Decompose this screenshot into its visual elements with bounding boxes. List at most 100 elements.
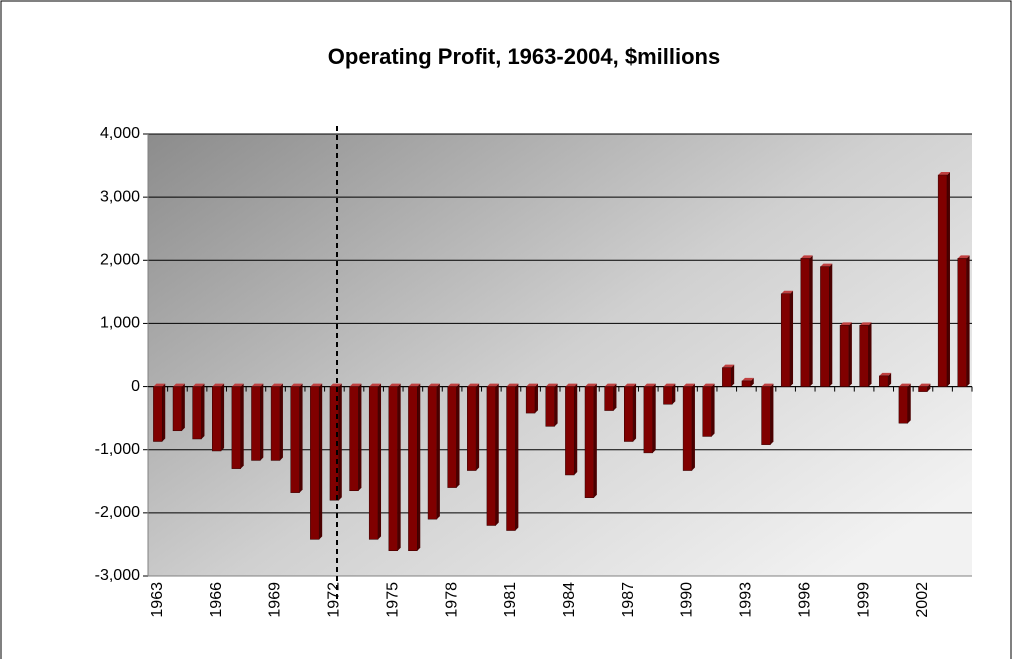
y-tick-label: 1,000 <box>100 315 140 332</box>
bar-side <box>378 383 382 540</box>
bar <box>761 386 771 445</box>
bar-side <box>476 383 480 471</box>
bar-side <box>652 383 656 453</box>
bar-side <box>966 255 970 387</box>
bar-top <box>231 383 244 387</box>
bar-top <box>761 383 774 387</box>
bar-top <box>388 383 401 387</box>
bar-side <box>162 383 166 442</box>
bar <box>270 386 281 461</box>
bar-side <box>711 383 715 437</box>
x-tick-label: 1969 <box>267 582 284 618</box>
bar <box>212 386 222 452</box>
bar <box>329 386 340 501</box>
bar-side <box>946 172 950 387</box>
bar <box>349 386 359 492</box>
bar <box>957 258 967 387</box>
bar-top <box>624 383 637 387</box>
bar <box>447 386 457 488</box>
bar-top <box>938 172 950 176</box>
bar-side <box>221 383 225 451</box>
bar-side <box>593 383 597 498</box>
bar <box>525 386 536 414</box>
bar-side <box>397 383 401 551</box>
bar-side <box>260 383 264 461</box>
x-tick-label: 1981 <box>502 582 519 618</box>
bar-top <box>683 383 695 387</box>
bar <box>388 386 398 551</box>
bar-top <box>428 383 440 387</box>
x-tick-label: 1987 <box>620 582 637 618</box>
bar-top <box>329 383 342 387</box>
y-tick-label: 4,000 <box>100 125 140 142</box>
bar-top <box>957 255 970 259</box>
plot-area <box>148 134 972 576</box>
bar <box>859 325 869 387</box>
bar <box>408 386 418 551</box>
bar-side <box>319 383 323 540</box>
bar-top <box>585 383 597 387</box>
bar-side <box>927 383 931 392</box>
bar-top <box>820 263 833 267</box>
bar <box>722 367 732 387</box>
bar-side <box>181 383 185 431</box>
bar-side <box>809 255 813 387</box>
bar-top <box>526 383 538 387</box>
y-tick-label: -2,000 <box>95 504 140 521</box>
bar-top <box>565 383 578 387</box>
bar <box>682 386 693 471</box>
bar <box>624 386 634 442</box>
bar <box>310 386 320 540</box>
bar-side <box>613 383 617 411</box>
bar <box>467 386 477 471</box>
bar-side <box>358 383 362 491</box>
bar <box>506 386 516 531</box>
bar-side <box>201 383 205 439</box>
bar <box>702 386 712 437</box>
bar <box>741 380 752 387</box>
bar-side <box>770 383 774 445</box>
bar-side <box>888 372 892 387</box>
bar <box>290 386 300 493</box>
bar-top <box>192 383 205 387</box>
bar-top <box>290 383 303 387</box>
bar-side <box>790 290 794 387</box>
bar-top <box>486 383 499 387</box>
chart-title: Operating Profit, 1963-2004, $millions <box>328 44 720 69</box>
bar <box>918 386 928 392</box>
bar-side <box>515 383 519 531</box>
bar-side <box>907 383 911 424</box>
bar <box>427 386 438 520</box>
bar <box>545 386 555 427</box>
bar-top <box>702 383 715 387</box>
bar <box>486 386 496 526</box>
bar-side <box>750 377 754 387</box>
y-tick-label: 0 <box>131 378 140 395</box>
x-tick-label: 1999 <box>855 582 872 618</box>
bar-side <box>848 322 852 387</box>
bar-top <box>467 383 480 387</box>
bar <box>565 386 575 476</box>
bar-side <box>672 383 676 405</box>
bar <box>172 386 183 432</box>
bar-side <box>868 322 872 387</box>
x-tick-label: 1966 <box>208 582 225 618</box>
bar-top <box>741 377 754 381</box>
bar-top <box>859 322 872 326</box>
bar-top <box>153 383 166 387</box>
bar-top <box>310 383 323 387</box>
bar <box>898 386 908 424</box>
bar <box>780 293 791 387</box>
x-tick-label: 1975 <box>384 582 401 618</box>
bar-top <box>781 290 794 294</box>
bar-top <box>271 383 283 387</box>
bar <box>643 386 653 454</box>
bar-side <box>417 383 421 551</box>
bar <box>820 266 830 387</box>
bar <box>231 386 241 469</box>
bar <box>879 375 889 387</box>
bar-top <box>643 383 656 387</box>
y-tick-label: -1,000 <box>95 441 140 458</box>
bar-top <box>447 383 460 387</box>
